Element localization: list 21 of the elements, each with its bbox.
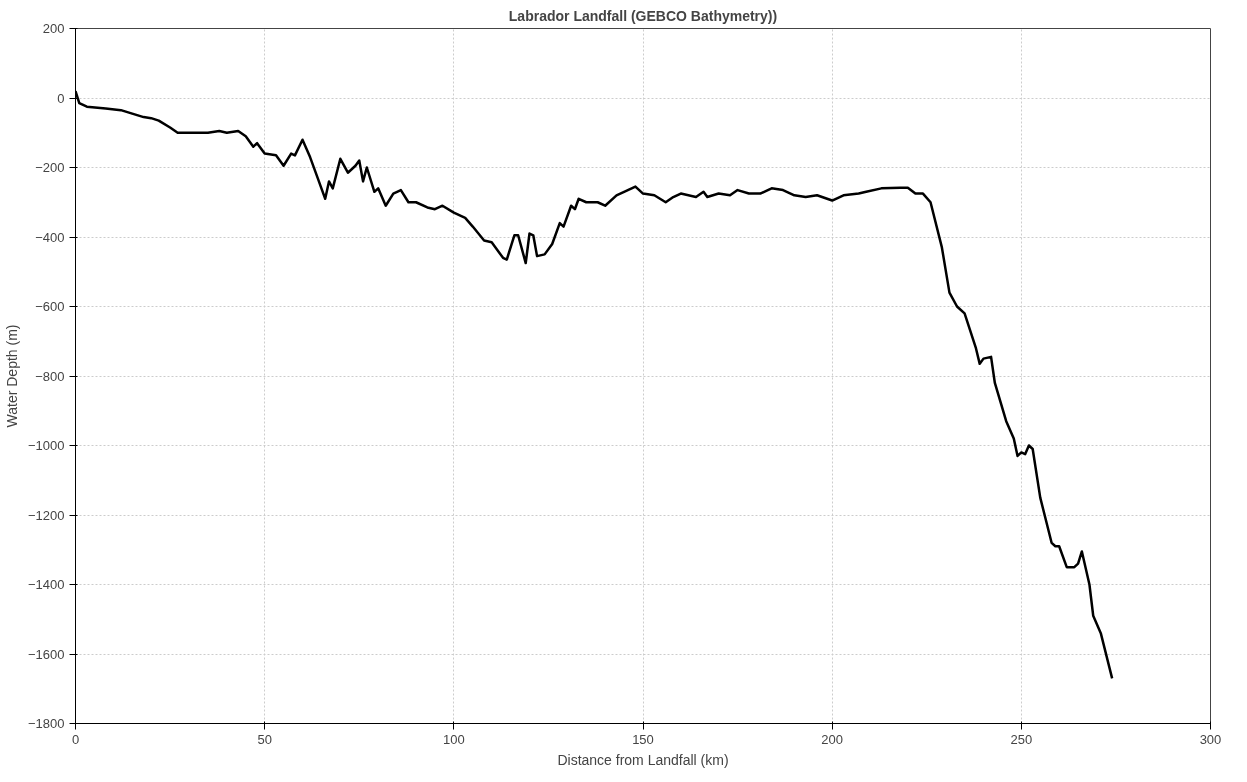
- y-tick-label: −1400: [27, 577, 65, 592]
- y-tick-label: −1200: [27, 507, 65, 523]
- y-axis-title: Water Depth (m): [3, 324, 20, 428]
- y-tick-label: −400: [35, 229, 65, 245]
- x-tick-label: 200: [821, 731, 844, 747]
- x-tick-label: 0: [71, 731, 80, 747]
- x-axis-title: Distance from Landfall (km): [557, 751, 729, 768]
- x-tick-label: 100: [442, 731, 465, 747]
- x-tick-label: 150: [632, 731, 654, 747]
- y-tick-label: 0: [57, 90, 65, 106]
- y-tick-label: −1000: [27, 438, 65, 453]
- x-tick-label: 50: [257, 731, 272, 747]
- y-tick-label: −200: [35, 160, 65, 175]
- y-tick-label: −600: [35, 299, 65, 314]
- y-tick-label: −1600: [27, 646, 65, 662]
- x-tick-label: 250: [1010, 731, 1033, 747]
- chart-title: Labrador Landfall (GEBCO Bathymetry)): [508, 7, 778, 24]
- y-tick-label: −800: [35, 368, 65, 384]
- y-tick-label: −1800: [27, 716, 65, 731]
- y-tick-label: 200: [42, 21, 65, 36]
- x-tick-label: 300: [1199, 731, 1222, 747]
